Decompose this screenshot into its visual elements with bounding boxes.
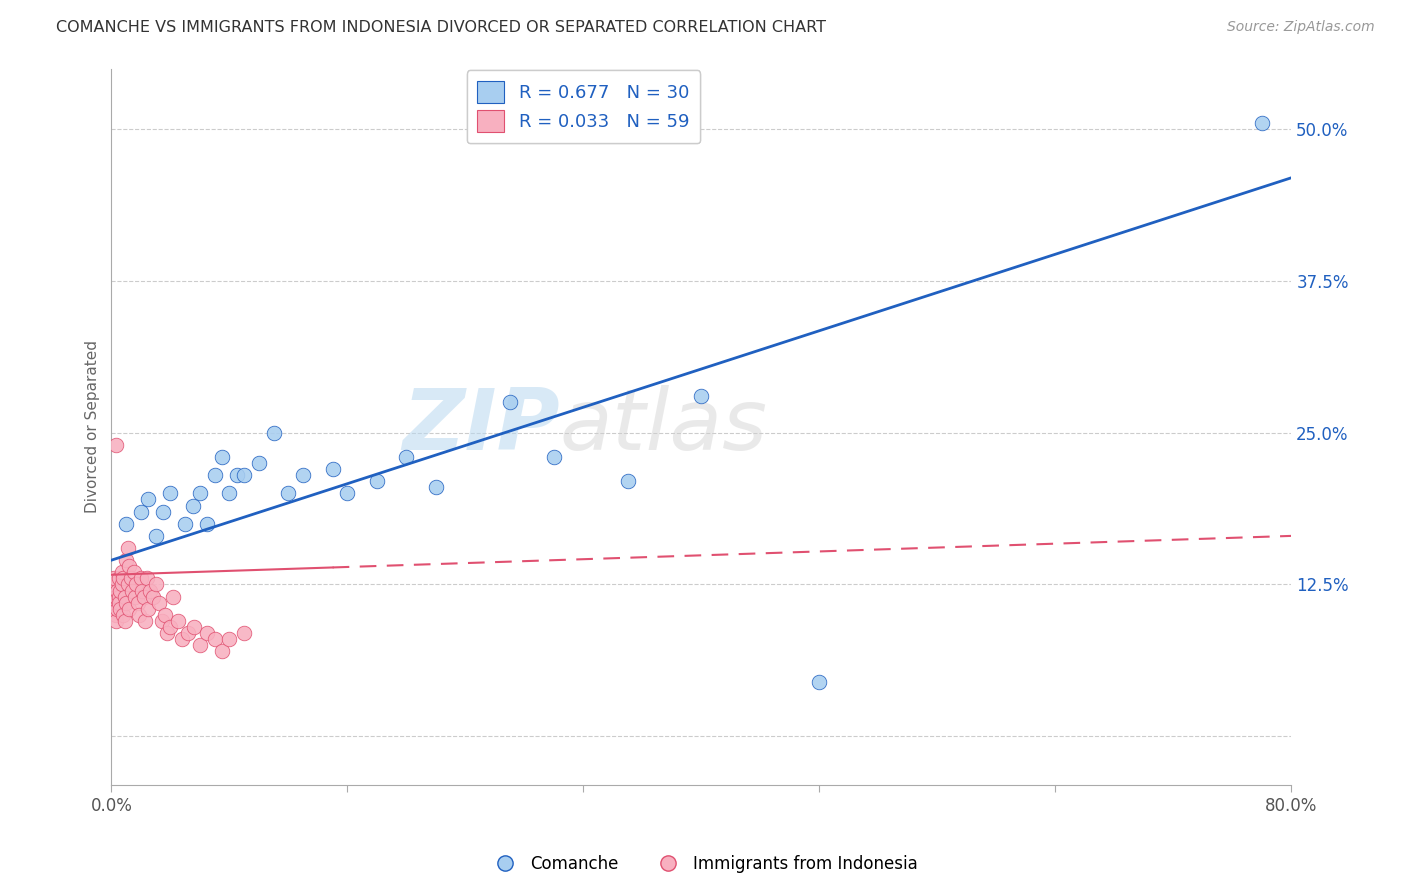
Point bbox=[336, 486, 359, 500]
Point bbox=[543, 450, 565, 464]
Point bbox=[129, 505, 152, 519]
Point bbox=[808, 674, 831, 689]
Point bbox=[366, 475, 388, 489]
Point bbox=[1250, 116, 1272, 130]
Point bbox=[101, 577, 124, 591]
Point bbox=[145, 577, 167, 591]
Point bbox=[107, 596, 129, 610]
Point bbox=[292, 468, 315, 483]
Point bbox=[145, 529, 167, 543]
Point bbox=[616, 475, 638, 489]
Point bbox=[247, 456, 270, 470]
Point bbox=[121, 583, 143, 598]
Point bbox=[204, 632, 226, 646]
Point bbox=[110, 583, 132, 598]
Text: atlas: atlas bbox=[560, 385, 768, 468]
Point bbox=[124, 590, 146, 604]
Point bbox=[204, 468, 226, 483]
Point bbox=[177, 626, 200, 640]
Point bbox=[104, 614, 127, 628]
Point bbox=[498, 395, 520, 409]
Point bbox=[159, 620, 181, 634]
Point bbox=[135, 571, 157, 585]
Point bbox=[690, 389, 713, 403]
Point bbox=[218, 486, 240, 500]
Point bbox=[115, 596, 138, 610]
Point bbox=[118, 601, 141, 615]
Point bbox=[101, 596, 124, 610]
Point bbox=[107, 590, 129, 604]
Point bbox=[104, 590, 127, 604]
Point bbox=[233, 626, 256, 640]
Point bbox=[107, 571, 129, 585]
Legend: R = 0.677   N = 30, R = 0.033   N = 59: R = 0.677 N = 30, R = 0.033 N = 59 bbox=[467, 70, 700, 144]
Point bbox=[152, 505, 174, 519]
Point bbox=[181, 499, 204, 513]
Point bbox=[425, 480, 447, 494]
Point bbox=[105, 583, 128, 598]
Point bbox=[233, 468, 256, 483]
Point bbox=[115, 516, 138, 531]
Point bbox=[128, 607, 150, 622]
Point bbox=[174, 516, 197, 531]
Point bbox=[118, 559, 141, 574]
Point bbox=[211, 450, 233, 464]
Text: Source: ZipAtlas.com: Source: ZipAtlas.com bbox=[1227, 20, 1375, 34]
Point bbox=[114, 590, 136, 604]
Point bbox=[150, 614, 173, 628]
Point bbox=[322, 462, 344, 476]
Point bbox=[122, 566, 145, 580]
Point bbox=[105, 601, 128, 615]
Point bbox=[218, 632, 240, 646]
Point bbox=[114, 614, 136, 628]
Point bbox=[211, 644, 233, 658]
Point bbox=[110, 601, 132, 615]
Point bbox=[188, 638, 211, 652]
Point bbox=[225, 468, 247, 483]
Point bbox=[395, 450, 418, 464]
Point bbox=[183, 620, 205, 634]
Point bbox=[120, 571, 142, 585]
Point bbox=[142, 590, 165, 604]
Point bbox=[159, 486, 181, 500]
Point bbox=[112, 571, 135, 585]
Point bbox=[139, 583, 162, 598]
Point bbox=[136, 492, 159, 507]
Point bbox=[125, 577, 148, 591]
Point bbox=[117, 541, 139, 555]
Point bbox=[111, 577, 134, 591]
Legend: Comanche, Immigrants from Indonesia: Comanche, Immigrants from Indonesia bbox=[481, 848, 925, 880]
Point bbox=[117, 577, 139, 591]
Point bbox=[112, 607, 135, 622]
Point bbox=[166, 614, 188, 628]
Point bbox=[148, 596, 170, 610]
Point bbox=[277, 486, 299, 500]
Point bbox=[103, 571, 125, 585]
Point bbox=[111, 566, 134, 580]
Point bbox=[195, 516, 218, 531]
Point bbox=[104, 607, 127, 622]
Point bbox=[172, 632, 194, 646]
Point bbox=[104, 438, 127, 452]
Point bbox=[156, 626, 179, 640]
Point bbox=[127, 596, 149, 610]
Point bbox=[103, 601, 125, 615]
Point bbox=[153, 607, 176, 622]
Text: ZIP: ZIP bbox=[402, 385, 560, 468]
Y-axis label: Divorced or Separated: Divorced or Separated bbox=[86, 340, 100, 513]
Text: COMANCHE VS IMMIGRANTS FROM INDONESIA DIVORCED OR SEPARATED CORRELATION CHART: COMANCHE VS IMMIGRANTS FROM INDONESIA DI… bbox=[56, 20, 827, 35]
Point bbox=[136, 601, 159, 615]
Point bbox=[129, 571, 152, 585]
Point bbox=[188, 486, 211, 500]
Point bbox=[195, 626, 218, 640]
Point bbox=[131, 583, 153, 598]
Point bbox=[263, 425, 285, 440]
Point bbox=[115, 553, 138, 567]
Point bbox=[132, 590, 155, 604]
Point bbox=[162, 590, 184, 604]
Point bbox=[134, 614, 156, 628]
